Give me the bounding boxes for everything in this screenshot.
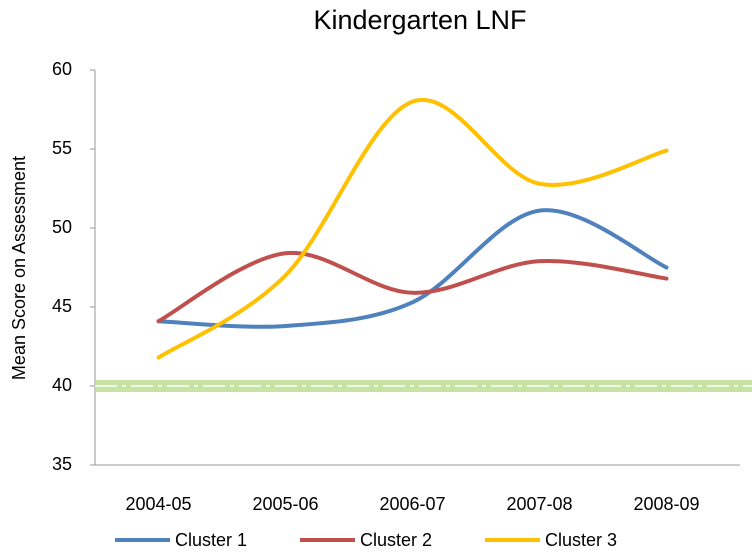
x-tick-label: 2006-07 bbox=[379, 494, 445, 514]
series-line bbox=[156, 208, 669, 329]
legend-label: Cluster 2 bbox=[360, 530, 432, 550]
y-tick-label: 45 bbox=[52, 296, 72, 316]
y-tick-label: 40 bbox=[52, 375, 72, 395]
x-tick-label: 2008-09 bbox=[633, 494, 699, 514]
y-axis-label: Mean Score on Assessment bbox=[9, 156, 29, 380]
y-tick-label: 55 bbox=[52, 138, 72, 158]
y-tick-label: 60 bbox=[52, 59, 72, 79]
x-tick-label: 2007-08 bbox=[506, 494, 572, 514]
series-line bbox=[156, 250, 669, 324]
x-tick-label: 2004-05 bbox=[125, 494, 191, 514]
series-line bbox=[156, 97, 669, 360]
x-tick-label: 2005-06 bbox=[252, 494, 318, 514]
legend-label: Cluster 3 bbox=[545, 530, 617, 550]
y-tick-label: 50 bbox=[52, 217, 72, 237]
chart-title: Kindergarten LNF bbox=[313, 5, 526, 35]
legend-label: Cluster 1 bbox=[175, 530, 247, 550]
y-tick-label: 35 bbox=[52, 454, 72, 474]
